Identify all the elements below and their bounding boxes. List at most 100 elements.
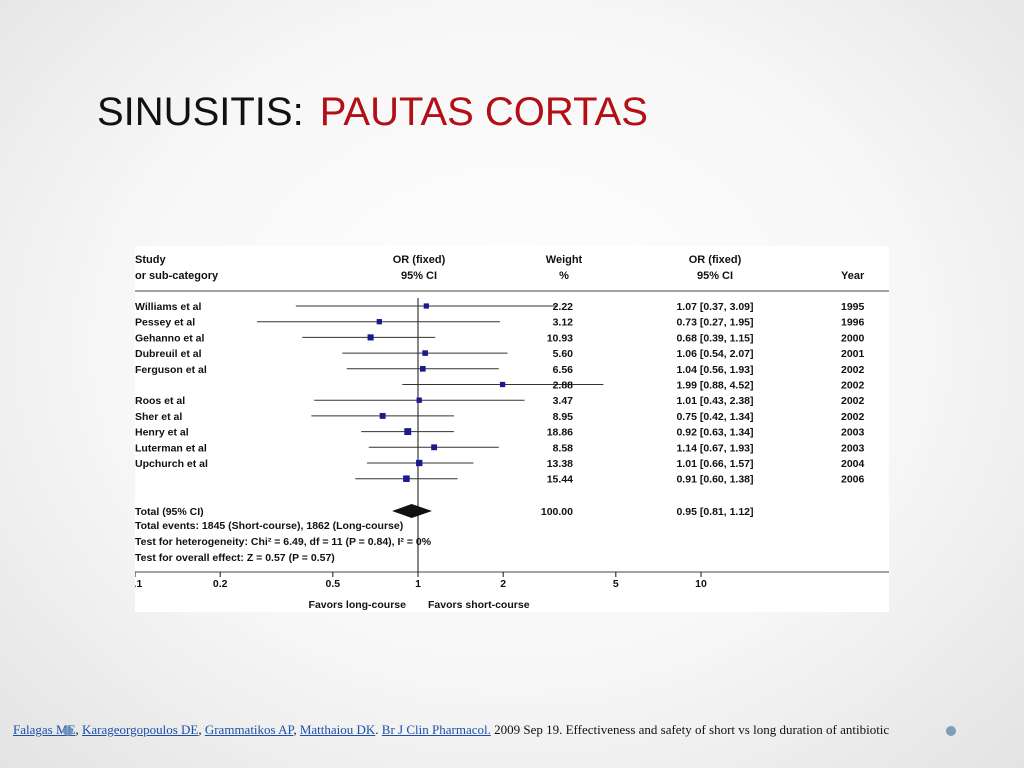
axis-label-left: Favors long-course (309, 599, 407, 611)
header-or-ci: 95% CI (401, 270, 437, 282)
citation-separator: . (375, 722, 382, 737)
study-year: 2003 (841, 442, 865, 454)
study-year: 2002 (841, 411, 865, 423)
forest-plot: Study or sub-category OR (fixed) 95% CI Weig… (135, 254, 889, 611)
study-or-ci: 0.73 [0.27, 1.95] (676, 317, 753, 329)
citation-link-5[interactable]: Br J Clin Pharmacol. (381, 722, 491, 737)
study-name: Ferguson et al (135, 364, 207, 376)
study-weight: 8.58 (553, 442, 574, 454)
study-marker (404, 428, 412, 436)
tick-label: 0.5 (326, 578, 341, 590)
footnote: Test for overall effect: Z = 0.57 (P = 0… (135, 552, 335, 564)
citation-link-2[interactable]: Karageorgopoulos DE (81, 722, 199, 737)
study-name: Dubreuil et al (135, 348, 202, 360)
study-or-ci: 1.14 [0.67, 1.93] (676, 442, 753, 454)
study-year: 2002 (841, 380, 865, 392)
study-weight: 10.93 (547, 332, 573, 344)
study-name: Luterman et al (135, 442, 207, 454)
study-or-ci: 1.07 [0.37, 3.09] (676, 301, 753, 313)
header-weight: Weight (546, 254, 583, 266)
citation-separator: , (293, 722, 300, 737)
study-marker (416, 397, 422, 403)
total-weight: 100.00 (541, 506, 573, 518)
citation-text: 2009 Sep 19. Effectiveness and safety of… (494, 722, 890, 737)
study-marker (423, 303, 429, 309)
citation: Falagas ME, Karageorgopoulos DE, Grammat… (13, 722, 1013, 738)
study-weight: 2.88 (553, 380, 574, 392)
header-or-ci-2: 95% CI (697, 270, 733, 282)
study-name: Roos et al (135, 395, 185, 407)
study-name: Henry et al (135, 427, 189, 439)
slide-title: SINUSITIS: PAUTAS CORTAS (97, 86, 648, 138)
study-marker (499, 381, 506, 388)
study-year: 2002 (841, 395, 865, 407)
title-accent: PAUTAS CORTAS (319, 90, 648, 134)
header-subcategory: or sub-category (135, 270, 219, 282)
study-or-ci: 1.01 [0.66, 1.57] (676, 458, 753, 470)
study-or-ci: 0.75 [0.42, 1.34] (676, 411, 753, 423)
tick-label: 1 (415, 578, 421, 590)
study-name: Pessey et al (135, 317, 195, 329)
citation-link-4[interactable]: Matthaiou DK (299, 722, 376, 737)
citation-links: Falagas ME, Karageorgopoulos DE, Grammat… (13, 722, 494, 737)
study-name: Gehanno et al (135, 332, 205, 344)
study-marker (379, 412, 386, 419)
study-marker (419, 365, 426, 372)
header-weight-unit: % (559, 270, 569, 282)
tick-label: 0.1 (135, 578, 142, 590)
header-or-fixed: OR (fixed) (393, 254, 446, 266)
study-or-ci: 0.92 [0.63, 1.34] (676, 427, 753, 439)
axis-label-right: Favors short-course (428, 599, 530, 611)
study-weight: 8.95 (553, 411, 574, 423)
study-weight: 3.47 (553, 395, 574, 407)
study-marker (422, 350, 428, 356)
citation-link-1[interactable]: Falagas ME (13, 722, 76, 737)
header-or-fixed-2: OR (fixed) (689, 254, 742, 266)
footnote: Test for heterogeneity: Chi² = 6.49, df … (135, 536, 432, 548)
slide-bullet-dot-right (946, 726, 956, 736)
study-year: 2000 (841, 332, 865, 344)
study-marker (403, 475, 410, 482)
tick-label: 5 (613, 578, 619, 590)
citation-separator: , (198, 722, 205, 737)
study-year: 1996 (841, 317, 865, 329)
footnote: Total events: 1845 (Short-course), 1862 … (135, 520, 403, 532)
study-weight: 13.38 (547, 458, 573, 470)
study-name: Upchurch et al (135, 458, 208, 470)
tick-label: 10 (695, 578, 707, 590)
study-marker (376, 319, 382, 325)
study-year: 2001 (841, 348, 865, 360)
study-weight: 15.44 (547, 474, 573, 486)
study-marker (431, 444, 438, 451)
study-or-ci: 0.91 [0.60, 1.38] (676, 474, 753, 486)
study-or-ci: 1.99 [0.88, 4.52] (676, 380, 753, 392)
study-marker (367, 334, 374, 341)
study-weight: 18.86 (547, 427, 573, 439)
slide-bullet-dot-left (63, 726, 73, 736)
citation-separator: , (75, 722, 82, 737)
study-year: 2006 (841, 474, 865, 486)
tick-label: 2 (500, 578, 506, 590)
total-or-ci: 0.95 [0.81, 1.12] (676, 506, 753, 518)
study-weight: 6.56 (553, 364, 574, 376)
study-year: 2003 (841, 427, 865, 439)
citation-link-3[interactable]: Grammatikos AP (204, 722, 294, 737)
study-name: Sher et al (135, 411, 182, 423)
study-year: 1995 (841, 301, 865, 313)
total-diamond (392, 504, 432, 518)
study-or-ci: 0.68 [0.39, 1.15] (676, 332, 753, 344)
study-or-ci: 1.01 [0.43, 2.38] (676, 395, 753, 407)
study-weight: 2.22 (553, 301, 574, 313)
study-year: 2004 (841, 458, 865, 470)
header-study: Study (135, 254, 166, 266)
header-year: Year (841, 270, 865, 282)
study-year: 2002 (841, 364, 865, 376)
title-main: SINUSITIS: (97, 90, 304, 134)
tick-label: 0.2 (213, 578, 228, 590)
study-marker (416, 459, 423, 467)
study-name: Williams et al (135, 301, 202, 313)
study-or-ci: 1.04 [0.56, 1.93] (676, 364, 753, 376)
forest-plot-panel: Study or sub-category OR (fixed) 95% CI Weig… (135, 246, 889, 612)
study-weight: 3.12 (553, 317, 574, 329)
total-label: Total (95% CI) (135, 506, 204, 518)
